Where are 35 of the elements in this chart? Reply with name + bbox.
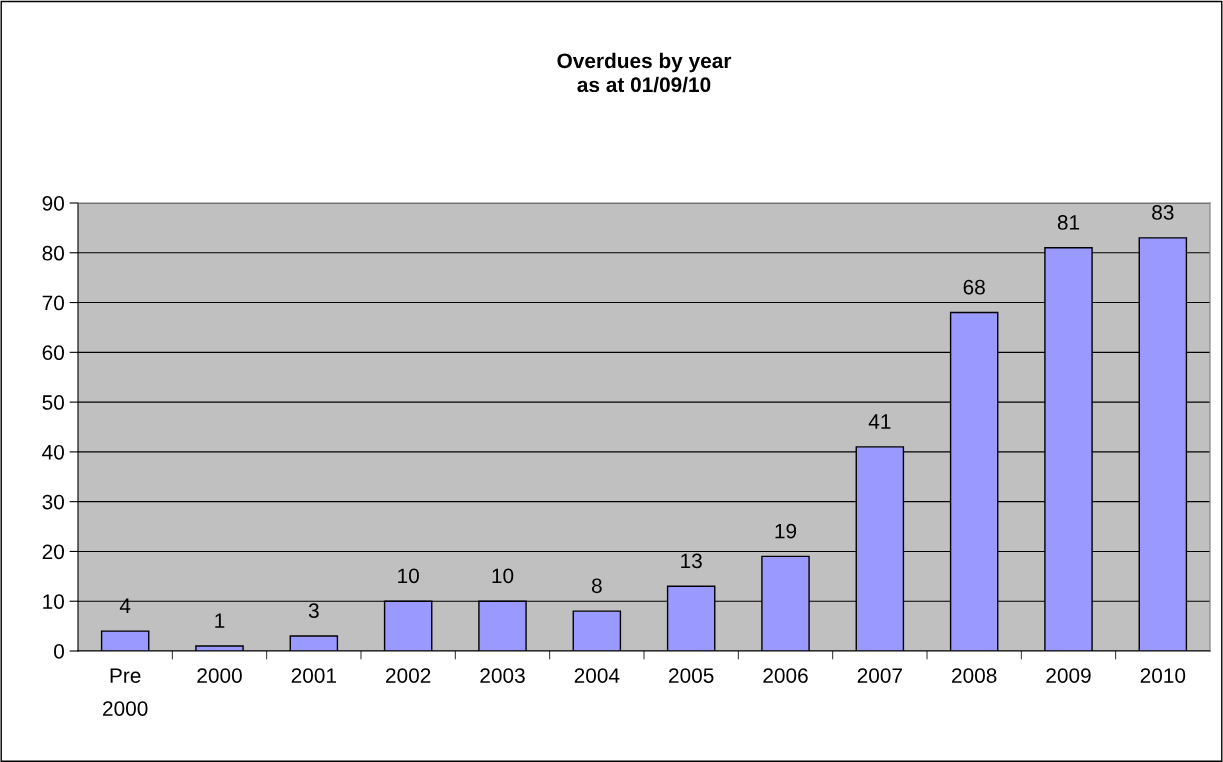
data-label: 10	[398, 568, 419, 584]
data-label: 41	[868, 414, 891, 429]
y-tick-label: 10	[43, 594, 64, 609]
data-label: 68	[963, 279, 985, 295]
data-label: 19	[775, 523, 797, 539]
y-tick-label: 90	[42, 196, 64, 211]
y-tick-label: 50	[42, 395, 64, 410]
x-tick-label: 2004	[574, 668, 620, 683]
x-tick-label: 2000	[197, 668, 242, 683]
x-tick-label: 2001	[291, 668, 336, 683]
data-label: 13	[681, 553, 702, 569]
y-tick-label: 30	[42, 494, 64, 510]
x-tick-label: Pre 2000	[103, 668, 148, 716]
x-tick-label: 2003	[480, 668, 525, 683]
data-label: 3	[308, 603, 319, 619]
data-label: 1	[215, 613, 225, 628]
data-label: 83	[1152, 205, 1174, 220]
x-tick-label: 2008	[952, 668, 997, 683]
chart-title: Overdues by year as at 01/09/10	[557, 52, 732, 93]
y-tick-label: 60	[42, 345, 64, 361]
data-label: 4	[119, 598, 131, 613]
x-tick-label: 2007	[857, 668, 902, 683]
x-tick-label: 2002	[386, 668, 431, 683]
y-tick-label: 40	[42, 444, 64, 460]
data-label: 81	[1057, 215, 1080, 230]
data-label: 8	[591, 578, 602, 594]
y-tick-label: 70	[42, 295, 64, 311]
x-tick-label: 2006	[763, 668, 808, 683]
x-tick-label: 2005	[669, 668, 714, 683]
data-label: 10	[492, 568, 514, 584]
x-tick-label: 2009	[1046, 668, 1091, 683]
y-tick-label: 20	[42, 544, 64, 560]
y-tick-label: 80	[42, 245, 64, 261]
y-tick-label: 0	[54, 644, 64, 659]
x-tick-label: 2010	[1140, 668, 1186, 683]
